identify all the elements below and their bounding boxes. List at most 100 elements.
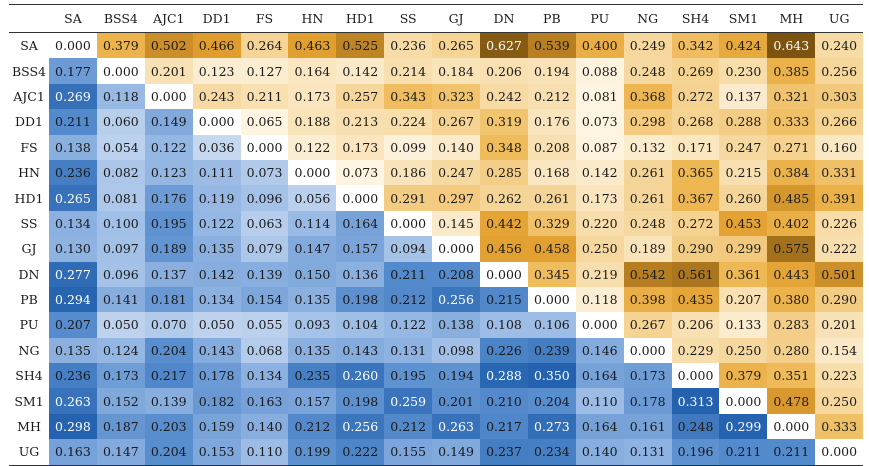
heatmap-cell: 0.099 — [384, 134, 433, 160]
heatmap-cell: 0.215 — [719, 159, 768, 186]
heatmap-cell: 0.350 — [527, 363, 576, 389]
heatmap-cell: 0.458 — [527, 236, 576, 262]
heatmap-cell: 0.131 — [384, 337, 433, 364]
row-header: GJ — [21, 241, 37, 257]
heatmap-cell: 0.361 — [719, 261, 768, 287]
row-header: MH — [17, 419, 41, 435]
heatmap-cell: 0.163 — [240, 388, 289, 414]
heatmap-cell: 0.248 — [623, 210, 672, 237]
heatmap-cell: 0.000 — [767, 413, 816, 440]
heatmap-cell: 0.201 — [144, 58, 193, 84]
heatmap-cell: 0.247 — [719, 134, 768, 160]
heatmap-cell: 0.217 — [480, 413, 528, 440]
heatmap-cell: 0.073 — [575, 109, 624, 135]
heatmap-cell: 0.299 — [719, 413, 768, 440]
heatmap-cell: 0.199 — [288, 439, 337, 466]
heatmap-cell: 0.155 — [384, 439, 433, 466]
heatmap-cell: 0.259 — [384, 388, 433, 414]
heatmap-cell: 0.138 — [49, 134, 97, 160]
heatmap-cell: 0.214 — [384, 58, 433, 84]
heatmap-cell: 0.236 — [49, 363, 97, 389]
heatmap-cell: 0.134 — [49, 210, 97, 237]
column-header: SS — [384, 4, 433, 33]
heatmap-cell: 0.097 — [96, 236, 145, 262]
heatmap-cell: 0.442 — [480, 210, 528, 237]
heatmap-cell: 0.321 — [767, 83, 816, 110]
heatmap-cell: 0.096 — [240, 185, 289, 211]
heatmap-cell: 0.142 — [336, 58, 385, 84]
heatmap-cell: 0.137 — [719, 83, 768, 110]
heatmap-cell: 0.478 — [767, 388, 816, 414]
heatmap-cell: 0.196 — [671, 439, 720, 466]
heatmap-cell: 0.173 — [96, 363, 145, 389]
heatmap-cell: 0.501 — [815, 261, 864, 287]
heatmap-cell: 0.212 — [384, 286, 433, 313]
heatmap-cell: 0.104 — [336, 312, 385, 338]
heatmap-cell: 0.210 — [480, 388, 528, 414]
heatmap-cell: 0.283 — [767, 312, 816, 338]
heatmap-cell: 0.119 — [192, 185, 241, 211]
heatmap-cell: 0.273 — [527, 413, 576, 440]
heatmap-cell: 0.261 — [623, 159, 672, 186]
heatmap-cell: 0.176 — [144, 185, 193, 211]
row-header: PU — [19, 317, 39, 333]
heatmap-cell: 0.164 — [336, 210, 385, 237]
column-header: DD1 — [192, 4, 241, 33]
heatmap-cell: 0.208 — [432, 261, 481, 287]
heatmap-cell: 0.133 — [719, 312, 768, 338]
heatmap-cell: 0.288 — [719, 109, 768, 135]
column-header: DN — [480, 4, 528, 33]
heatmap-cell: 0.118 — [96, 83, 145, 110]
heatmap-cell: 0.140 — [240, 413, 289, 440]
heatmap-cell: 0.343 — [384, 83, 433, 110]
column-header: NG — [623, 4, 672, 33]
row-header: DD1 — [15, 114, 43, 130]
heatmap-cell: 0.297 — [432, 185, 481, 211]
heatmap-cell: 0.065 — [240, 109, 289, 135]
heatmap-cell: 0.207 — [719, 286, 768, 313]
heatmap-cell: 0.132 — [623, 134, 672, 160]
heatmap-cell: 0.204 — [144, 337, 193, 364]
heatmap-cell: 0.561 — [671, 261, 720, 287]
heatmap-cell: 0.195 — [384, 363, 433, 389]
heatmap-cell: 0.173 — [623, 363, 672, 389]
column-header: AJC1 — [144, 4, 193, 33]
heatmap-cell: 0.249 — [623, 32, 672, 59]
heatmap-cell: 0.198 — [336, 286, 385, 313]
heatmap-cell: 0.184 — [432, 58, 481, 84]
column-header: FS — [240, 4, 289, 33]
row-header: PB — [20, 292, 38, 308]
heatmap-cell: 0.280 — [767, 337, 816, 364]
heatmap-cell: 0.000 — [480, 261, 528, 287]
heatmap-cell: 0.168 — [527, 159, 576, 186]
heatmap-cell: 0.130 — [49, 236, 97, 262]
heatmap-cell: 0.211 — [49, 109, 97, 135]
heatmap-cell: 0.100 — [96, 210, 145, 237]
heatmap-cell: 0.123 — [144, 159, 193, 186]
heatmap-cell: 0.211 — [384, 261, 433, 287]
heatmap-cell: 0.036 — [192, 134, 241, 160]
heatmap-cell: 0.147 — [288, 236, 337, 262]
row-header: SS — [20, 215, 38, 231]
heatmap-cell: 0.098 — [432, 337, 481, 364]
heatmap-cell: 0.203 — [144, 413, 193, 440]
column-header-row: SA BSS4 AJC1 DD1 FS HN HD1 SS GJ DN PB PU NG SH4 SM1 MH… — [9, 4, 864, 33]
heatmap-cell: 0.131 — [623, 439, 672, 466]
heatmap-cell: 0.134 — [240, 363, 289, 389]
heatmap-cell: 0.260 — [336, 363, 385, 389]
heatmap-cell: 0.213 — [336, 109, 385, 135]
heatmap-cell: 0.135 — [288, 286, 337, 313]
column-header: GJ — [432, 4, 481, 33]
column-header: SM1 — [719, 4, 768, 33]
heatmap-cell: 0.106 — [527, 312, 576, 338]
table-row: NG 0.135 0.124 0.204 0.143 0.068 0.135 0.143 0.1… — [9, 337, 864, 364]
heatmap-cell: 0.435 — [671, 286, 720, 313]
heatmap-cell: 0.204 — [144, 439, 193, 466]
heatmap-cell: 0.539 — [527, 32, 576, 59]
heatmap-cell: 0.147 — [96, 439, 145, 466]
heatmap-cell: 0.000 — [815, 439, 864, 466]
heatmap-cell: 0.239 — [527, 337, 576, 364]
heatmap-cell: 0.000 — [671, 363, 720, 389]
heatmap-cell: 0.266 — [815, 109, 864, 135]
heatmap-cell: 0.139 — [144, 388, 193, 414]
